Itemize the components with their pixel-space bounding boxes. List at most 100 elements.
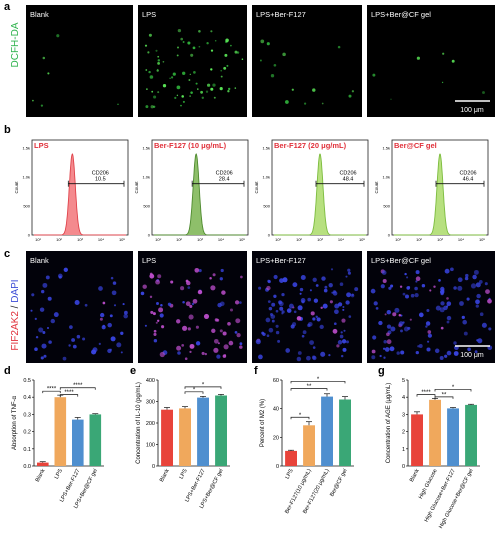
fluorescent-spot [214, 40, 217, 42]
dapi-nucleus [140, 291, 145, 296]
significance-label: * [202, 382, 205, 388]
fif2ak2-cell [212, 273, 216, 277]
dapi-nucleus [116, 342, 122, 348]
fluorescent-spot [162, 84, 167, 88]
dapi-nucleus [123, 313, 128, 319]
dapi-nucleus [82, 337, 86, 341]
fluorescent-spot [259, 59, 262, 62]
dapi-nucleus [279, 278, 284, 283]
dapi-nucleus [383, 356, 386, 359]
micrograph-a3: LPS+Ber-F127 [252, 5, 362, 117]
dapi-nucleus [307, 297, 312, 302]
dapi-nucleus [342, 308, 345, 311]
fif2ak2-cell [384, 313, 387, 316]
flow-y-tick: 1.0k [262, 175, 270, 180]
flow-title: LPS [34, 141, 49, 150]
dapi-nucleus [297, 351, 302, 355]
fluorescent-spot [285, 100, 289, 104]
dapi-nucleus [475, 299, 480, 305]
y-axis-label: Concentration of AGE (μg/mL) [386, 383, 392, 464]
dapi-nucleus [462, 319, 468, 325]
dapi-nucleus [216, 354, 221, 359]
significance-label: **** [73, 383, 83, 389]
dapi-nucleus [30, 309, 33, 312]
fluorescent-spot [416, 56, 420, 60]
dapi-nucleus [74, 299, 80, 306]
fif2ak2-cell [429, 289, 432, 292]
dapi-nucleus [453, 286, 457, 290]
micrograph-a1-label: Blank [30, 10, 49, 19]
flow-gate-value: 46.4 [463, 177, 474, 183]
dapi-nucleus [309, 289, 312, 292]
dapi-nucleus [62, 356, 67, 361]
dapi-nucleus [435, 305, 441, 311]
dapi-nucleus [113, 304, 117, 307]
flow-x-tick: 10³ [317, 237, 323, 242]
dapi-nucleus [400, 350, 405, 355]
fif2ak2-cell [409, 318, 412, 321]
dapi-nucleus [439, 307, 445, 313]
flow-x-tick: 10⁴ [458, 237, 464, 242]
dapi-nucleus [390, 326, 396, 332]
bar [447, 408, 459, 466]
dapi-nucleus [195, 341, 201, 346]
fif2ak2-cell [239, 345, 243, 349]
flow-gate-value: 28.4 [219, 177, 230, 183]
fif2ak2-cell [427, 330, 432, 334]
dapi-nucleus [337, 340, 343, 345]
dapi-nucleus [477, 338, 483, 344]
dapi-nucleus [371, 355, 376, 360]
dapi-nucleus [271, 302, 276, 307]
micrograph-a1-dots [32, 34, 119, 107]
fif2ak2-cell [176, 345, 182, 351]
fluorescent-spot [220, 69, 223, 72]
dapi-nucleus [270, 313, 273, 316]
micrograph-a4-frame [367, 5, 495, 117]
flow-y-tick: 1.5k [262, 146, 270, 151]
dapi-nucleus [273, 294, 277, 298]
y-tick-label: 0.3 [23, 412, 31, 418]
fif2ak2-cell [229, 308, 234, 312]
fif2ak2-cell [392, 312, 397, 317]
dapi-nucleus [334, 303, 340, 309]
dapi-nucleus [293, 310, 297, 314]
flow-x-tick: 10³ [77, 237, 83, 242]
category-label: LPS [179, 468, 189, 480]
flow-peak [33, 153, 127, 236]
fif2ak2-cell [336, 344, 340, 348]
dapi-nucleus [321, 276, 326, 281]
dapi-nucleus [320, 351, 326, 357]
dapi-nucleus [457, 277, 463, 283]
dapi-nucleus [394, 307, 400, 313]
bar [54, 397, 67, 466]
dapi-nucleus [425, 321, 431, 326]
dapi-nucleus [441, 289, 445, 292]
scale-bar-c-label: 100 μm [460, 352, 484, 359]
dapi-nucleus [45, 275, 50, 280]
fluorescent-spot [144, 44, 148, 47]
dapi-nucleus [427, 340, 430, 343]
fluorescent-spot [117, 103, 119, 105]
flow-gate-name: CD206 [92, 171, 109, 177]
bar [215, 395, 227, 466]
fif2ak2-cell [332, 328, 338, 334]
dapi-nucleus [239, 301, 242, 304]
dapi-nucleus [472, 274, 477, 280]
fluorescent-spot [151, 90, 154, 93]
dapi-nucleus [476, 293, 481, 299]
flow-x-tick: 10² [296, 237, 302, 242]
significance-label: **** [47, 387, 57, 393]
fif2ak2-cell [170, 280, 174, 284]
dapi-nucleus [446, 315, 452, 321]
y-tick-label: 3 [402, 412, 405, 418]
dapi-nucleus [261, 331, 265, 335]
dapi-nucleus [481, 322, 487, 328]
significance-bracket [184, 391, 204, 394]
fluorescent-spot [219, 87, 223, 91]
dapi-nucleus [267, 280, 271, 284]
dapi-nucleus [122, 303, 125, 306]
dapi-nucleus [35, 335, 39, 339]
dapi-nucleus [427, 333, 432, 338]
fif2ak2-cell [155, 321, 158, 324]
dapi-nucleus [187, 286, 191, 289]
